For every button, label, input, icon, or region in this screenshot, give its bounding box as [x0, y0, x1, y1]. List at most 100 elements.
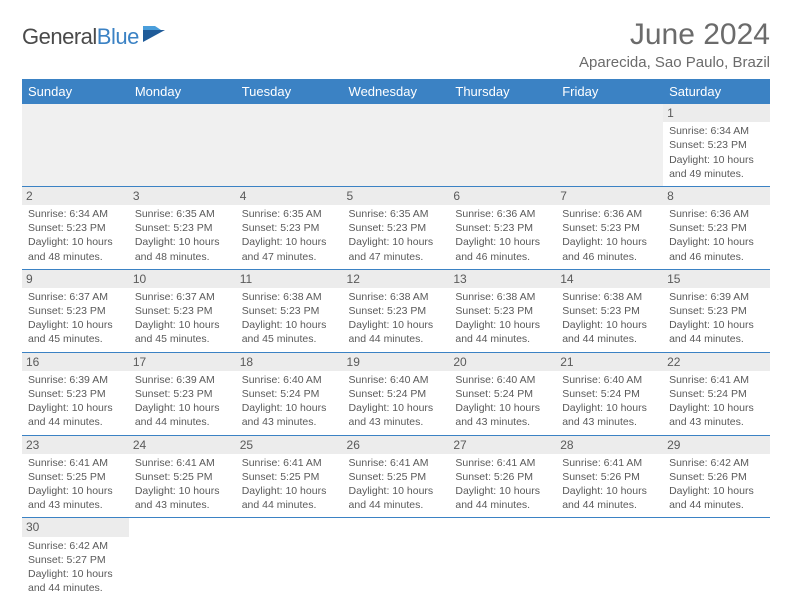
calendar-cell: 14Sunrise: 6:38 AMSunset: 5:23 PMDayligh…	[556, 269, 663, 352]
daylight-text: Daylight: 10 hours and 43 minutes.	[135, 484, 230, 512]
calendar-cell: 25 Sunrise: 6:41 AMSunset: 5:25 PMDayligh…	[236, 435, 343, 518]
calendar-cell: 11Sunrise: 6:38 AMSunset: 5:23 PMDayligh…	[236, 269, 343, 352]
sunset-text: Sunset: 5:23 PM	[28, 304, 123, 318]
day-header-row: SundayMondayTuesdayWednesdayThursdayFrid…	[22, 79, 770, 104]
day-header: Wednesday	[343, 79, 450, 104]
calendar-cell	[556, 518, 663, 600]
calendar-cell	[556, 104, 663, 186]
day-number: 1	[663, 104, 770, 122]
calendar-cell: 24Sunrise: 6:41 AMSunset: 5:25 PMDayligh…	[129, 435, 236, 518]
daylight-text: Daylight: 10 hours and 43 minutes.	[242, 401, 337, 429]
day-number: 22	[663, 353, 770, 371]
calendar-cell: 5Sunrise: 6:35 AMSunset: 5:23 PMDaylight…	[343, 186, 450, 269]
calendar-cell: 10Sunrise: 6:37 AMSunset: 5:23 PMDayligh…	[129, 269, 236, 352]
sunset-text: Sunset: 5:23 PM	[455, 304, 550, 318]
sunrise-text: Sunrise: 6:38 AM	[242, 290, 337, 304]
sunrise-text: Sunrise: 6:41 AM	[28, 456, 123, 470]
sunset-text: Sunset: 5:23 PM	[242, 304, 337, 318]
daylight-text: Daylight: 10 hours and 44 minutes.	[669, 484, 764, 512]
day-number: 15	[663, 270, 770, 288]
sunrise-text: Sunrise: 6:36 AM	[455, 207, 550, 221]
sunrise-text: Sunrise: 6:41 AM	[349, 456, 444, 470]
sunrise-text: Sunrise: 6:35 AM	[349, 207, 444, 221]
day-number: 19	[343, 353, 450, 371]
day-number: 10	[129, 270, 236, 288]
calendar-cell: 30Sunrise: 6:42 AMSunset: 5:27 PMDayligh…	[22, 518, 129, 600]
sunset-text: Sunset: 5:23 PM	[349, 221, 444, 235]
header-bar: GeneralBlue June 2024 Aparecida, Sao Pau…	[22, 18, 770, 71]
day-number: 30	[22, 518, 129, 536]
day-number: 23	[22, 436, 129, 454]
daylight-text: Daylight: 10 hours and 45 minutes.	[28, 318, 123, 346]
calendar-cell: 18Sunrise: 6:40 AMSunset: 5:24 PMDayligh…	[236, 352, 343, 435]
day-number: 13	[449, 270, 556, 288]
day-number: 12	[343, 270, 450, 288]
day-header: Friday	[556, 79, 663, 104]
sunset-text: Sunset: 5:23 PM	[669, 138, 764, 152]
sunset-text: Sunset: 5:25 PM	[28, 470, 123, 484]
daylight-text: Daylight: 10 hours and 44 minutes.	[669, 318, 764, 346]
day-number: 5	[343, 187, 450, 205]
logo-text: GeneralBlue	[22, 24, 139, 50]
day-number: 20	[449, 353, 556, 371]
daylight-text: Daylight: 10 hours and 43 minutes.	[562, 401, 657, 429]
sunset-text: Sunset: 5:27 PM	[28, 553, 123, 567]
day-number: 25	[236, 436, 343, 454]
logo-text-2: Blue	[97, 24, 139, 49]
day-header: Monday	[129, 79, 236, 104]
daylight-text: Daylight: 10 hours and 44 minutes.	[455, 318, 550, 346]
logo-text-1: General	[22, 24, 97, 49]
calendar-cell: 22Sunrise: 6:41 AMSunset: 5:24 PMDayligh…	[663, 352, 770, 435]
sunset-text: Sunset: 5:23 PM	[28, 221, 123, 235]
calendar-cell: 16Sunrise: 6:39 AMSunset: 5:23 PMDayligh…	[22, 352, 129, 435]
calendar-row: 16Sunrise: 6:39 AMSunset: 5:23 PMDayligh…	[22, 352, 770, 435]
calendar-row: 9Sunrise: 6:37 AMSunset: 5:23 PMDaylight…	[22, 269, 770, 352]
day-number: 7	[556, 187, 663, 205]
flag-icon	[143, 26, 169, 49]
day-number: 3	[129, 187, 236, 205]
day-number: 4	[236, 187, 343, 205]
calendar-row: 1Sunrise: 6:34 AMSunset: 5:23 PMDaylight…	[22, 104, 770, 186]
sunset-text: Sunset: 5:23 PM	[669, 304, 764, 318]
calendar-cell: 1Sunrise: 6:34 AMSunset: 5:23 PMDaylight…	[663, 104, 770, 186]
sunrise-text: Sunrise: 6:34 AM	[669, 124, 764, 138]
calendar-row: 30Sunrise: 6:42 AMSunset: 5:27 PMDayligh…	[22, 518, 770, 600]
day-header: Sunday	[22, 79, 129, 104]
logo: GeneralBlue	[22, 18, 169, 50]
sunrise-text: Sunrise: 6:40 AM	[242, 373, 337, 387]
day-number: 17	[129, 353, 236, 371]
day-header: Saturday	[663, 79, 770, 104]
calendar-cell	[449, 104, 556, 186]
sunrise-text: Sunrise: 6:39 AM	[669, 290, 764, 304]
sunset-text: Sunset: 5:23 PM	[135, 304, 230, 318]
sunset-text: Sunset: 5:24 PM	[349, 387, 444, 401]
sunrise-text: Sunrise: 6:34 AM	[28, 207, 123, 221]
calendar-cell: 23Sunrise: 6:41 AMSunset: 5:25 PMDayligh…	[22, 435, 129, 518]
calendar-cell: 2Sunrise: 6:34 AMSunset: 5:23 PMDaylight…	[22, 186, 129, 269]
sunrise-text: Sunrise: 6:41 AM	[242, 456, 337, 470]
sunset-text: Sunset: 5:23 PM	[562, 304, 657, 318]
day-number: 16	[22, 353, 129, 371]
calendar-cell: 17Sunrise: 6:39 AMSunset: 5:23 PMDayligh…	[129, 352, 236, 435]
sunrise-text: Sunrise: 6:41 AM	[135, 456, 230, 470]
daylight-text: Daylight: 10 hours and 44 minutes.	[28, 401, 123, 429]
day-number: 11	[236, 270, 343, 288]
daylight-text: Daylight: 10 hours and 46 minutes.	[455, 235, 550, 263]
calendar-cell: 29Sunrise: 6:42 AMSunset: 5:26 PMDayligh…	[663, 435, 770, 518]
sunset-text: Sunset: 5:26 PM	[669, 470, 764, 484]
calendar-table: SundayMondayTuesdayWednesdayThursdayFrid…	[22, 79, 770, 600]
sunset-text: Sunset: 5:23 PM	[242, 221, 337, 235]
calendar-cell: 26Sunrise: 6:41 AMSunset: 5:25 PMDayligh…	[343, 435, 450, 518]
calendar-cell: 28Sunrise: 6:41 AMSunset: 5:26 PMDayligh…	[556, 435, 663, 518]
sunset-text: Sunset: 5:25 PM	[242, 470, 337, 484]
sunrise-text: Sunrise: 6:40 AM	[349, 373, 444, 387]
calendar-cell: 13Sunrise: 6:38 AMSunset: 5:23 PMDayligh…	[449, 269, 556, 352]
sunset-text: Sunset: 5:24 PM	[669, 387, 764, 401]
sunset-text: Sunset: 5:24 PM	[242, 387, 337, 401]
calendar-cell: 7Sunrise: 6:36 AMSunset: 5:23 PMDaylight…	[556, 186, 663, 269]
day-number: 28	[556, 436, 663, 454]
daylight-text: Daylight: 10 hours and 44 minutes.	[242, 484, 337, 512]
calendar-row: 23Sunrise: 6:41 AMSunset: 5:25 PMDayligh…	[22, 435, 770, 518]
calendar-cell: 9Sunrise: 6:37 AMSunset: 5:23 PMDaylight…	[22, 269, 129, 352]
sunrise-text: Sunrise: 6:35 AM	[242, 207, 337, 221]
